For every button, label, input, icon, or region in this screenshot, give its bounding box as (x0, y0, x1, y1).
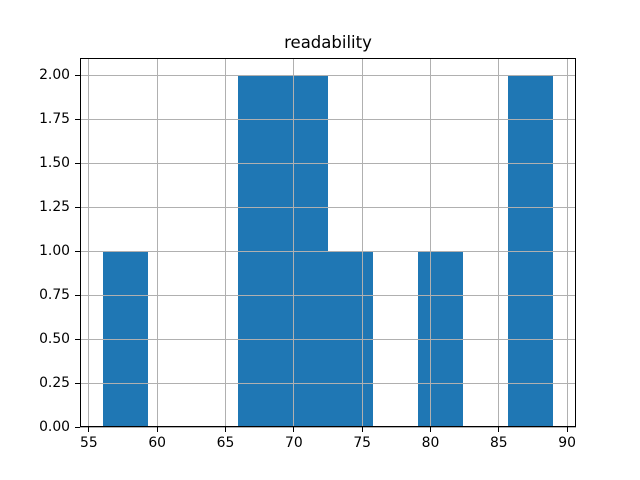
x-tick (88, 427, 90, 433)
x-gridline (361, 57, 363, 428)
y-tick (75, 74, 80, 76)
y-tick (75, 162, 80, 164)
x-tick (429, 427, 431, 433)
y-tick-label: 0.25 (39, 374, 70, 391)
y-tick (75, 382, 80, 384)
y-tick-label: 1.00 (39, 242, 70, 259)
y-tick (75, 250, 80, 252)
y-gridline (80, 206, 576, 208)
x-tick-label: 55 (80, 435, 98, 452)
y-gridline (80, 338, 576, 340)
x-gridline (566, 57, 568, 428)
x-tick-label: 85 (489, 435, 508, 452)
y-gridline (80, 162, 576, 164)
x-tick-label: 75 (353, 435, 371, 452)
y-tick (75, 338, 80, 340)
y-tick-label: 1.75 (39, 110, 70, 127)
x-gridline (293, 57, 295, 428)
x-tick (566, 427, 568, 433)
y-gridline (80, 294, 576, 296)
x-tick (498, 427, 500, 433)
x-tick-label: 90 (558, 435, 576, 452)
y-tick (75, 426, 80, 428)
y-tick (75, 118, 80, 120)
x-gridline (498, 57, 500, 428)
x-tick-label: 80 (421, 435, 440, 452)
y-gridline (80, 382, 576, 384)
y-tick (75, 206, 80, 208)
y-gridline (80, 426, 576, 428)
x-tick (225, 427, 227, 433)
y-gridline (80, 250, 576, 252)
y-tick-label: 2.00 (39, 66, 70, 83)
x-tick-label: 60 (148, 435, 167, 452)
y-tick-label: 1.50 (39, 154, 70, 171)
x-tick (156, 427, 158, 433)
chart-title: readability (284, 33, 372, 52)
x-tick-label: 65 (216, 435, 235, 452)
y-tick-label: 0.50 (39, 330, 70, 347)
x-gridline (225, 57, 227, 428)
x-tick (293, 427, 295, 433)
y-tick-label: 1.25 (39, 198, 70, 215)
y-gridline (80, 74, 576, 76)
x-gridline (156, 57, 158, 428)
y-gridline (80, 118, 576, 120)
x-gridline (429, 57, 431, 428)
x-tick (361, 427, 363, 433)
plot-frame (80, 57, 576, 428)
y-tick-label: 0.75 (39, 286, 70, 303)
y-tick (75, 294, 80, 296)
x-gridline (88, 57, 90, 428)
x-tick-label: 70 (284, 435, 303, 452)
y-tick-label: 0.00 (39, 418, 70, 435)
